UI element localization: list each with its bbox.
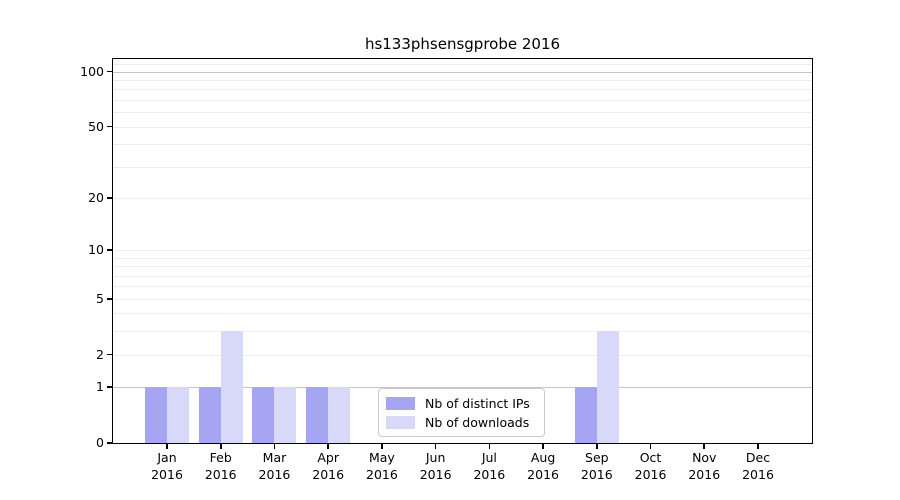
y-tick-label: 20 [88,189,104,205]
x-tick-label: Oct 2016 [634,450,667,482]
y-tick [107,386,112,388]
x-tick-label: Mar 2016 [258,450,291,482]
x-tick-label: Nov 2016 [688,450,721,482]
gridline [113,313,812,315]
bar [252,387,275,443]
x-tick-label: Jan 2016 [151,450,183,482]
gridline [113,144,812,146]
bar [328,387,351,443]
y-tick [107,125,112,128]
gridline [113,63,812,65]
legend-row-downloads: Nb of downloads [386,413,544,432]
bar [220,331,243,443]
x-tick [327,444,329,449]
x-tick-label: Dec 2016 [742,450,774,482]
x-tick [596,444,598,449]
gridline [113,197,812,199]
x-tick-label: Sep 2016 [580,450,613,482]
y-tick-label: 1 [96,379,104,395]
y-axis-labels: 0 1 2 5 10 20 50 100 [0,0,104,500]
y-tick [107,197,112,199]
gridline [113,354,812,356]
legend: Nb of distinct IPs Nb of downloads [378,388,545,437]
gridline [113,112,812,114]
gridline [113,266,812,268]
legend-row-distinct-ips: Nb of distinct IPs [386,394,544,413]
gridline [113,331,812,333]
bar [145,387,167,443]
gridlines-layer [113,59,812,443]
gridline [113,387,812,389]
y-tick-label: 5 [96,290,104,306]
x-tick [434,444,437,449]
x-tick [273,444,276,449]
legend-swatch-downloads [386,416,415,429]
gridline [113,126,812,128]
gridline [113,71,812,73]
y-tick-label: 50 [88,118,104,134]
x-tick [381,444,383,449]
legend-label-distinct-ips: Nb of distinct IPs [425,396,530,411]
y-tick-label: 10 [88,241,104,257]
chart-title: hs133phsensgprobe 2016 [364,35,561,53]
x-tick [649,444,652,449]
bar [596,331,619,443]
bar [167,387,189,443]
x-tick-label: Aug 2016 [527,450,559,482]
x-tick [757,444,759,449]
x-tick [542,444,544,449]
x-tick [219,444,222,449]
x-tick-label: Jul 2016 [473,450,506,482]
gridline [113,166,812,168]
legend-swatch-distinct-ips [386,397,415,410]
gridline [113,298,812,300]
y-tick-label: 0 [96,435,104,450]
x-tick [488,444,491,449]
bar [198,387,221,443]
y-tick [107,70,112,73]
y-tick [107,353,112,356]
plot-area [112,58,813,444]
x-tick [703,444,706,449]
x-tick-label: May 2016 [366,450,398,482]
gridline [113,79,812,81]
y-tick-label: 100 [80,63,104,79]
bar [574,387,597,443]
legend-label-downloads: Nb of downloads [425,415,530,430]
gridline [113,99,812,101]
x-tick-label: Feb 2016 [204,450,237,482]
gridline [113,257,812,259]
y-tick [107,249,112,251]
y-tick [107,297,112,300]
x-tick-label: Apr 2016 [312,450,345,482]
x-tick-label: Jun 2016 [419,450,452,482]
bar [274,387,297,443]
gridline [113,286,812,288]
y-tick-label: 2 [96,346,104,362]
y-tick [107,442,112,444]
bar [306,387,329,443]
gridline [113,249,812,251]
bars-layer [113,59,812,443]
gridline [113,275,812,277]
gridline [113,89,812,91]
x-tick [166,444,168,449]
